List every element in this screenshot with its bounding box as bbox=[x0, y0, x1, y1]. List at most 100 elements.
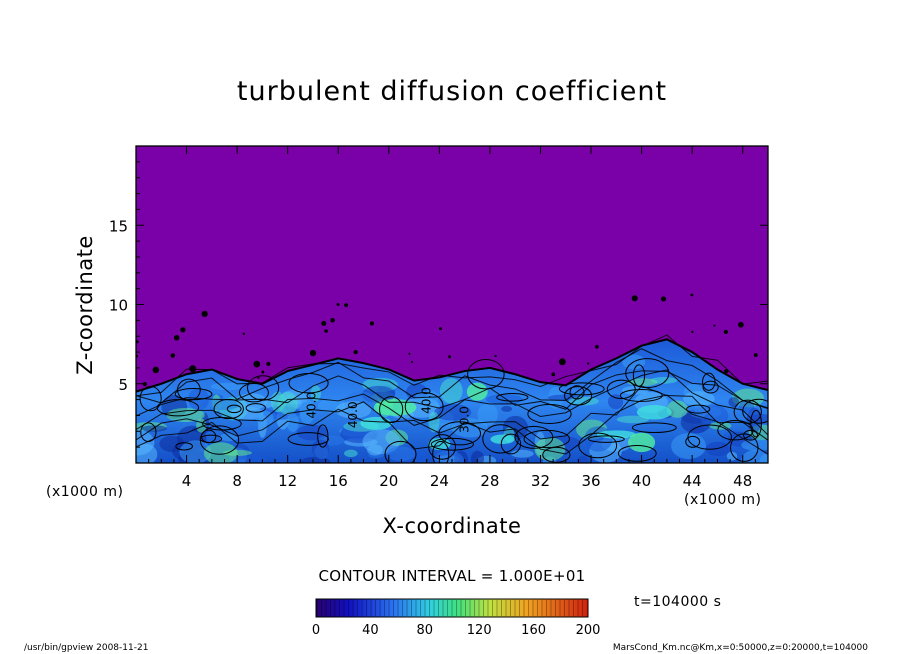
speck bbox=[439, 327, 443, 331]
speck bbox=[152, 366, 160, 374]
turbulence-blob bbox=[386, 446, 416, 462]
layer-top-contour bbox=[136, 338, 768, 393]
contour-ring bbox=[404, 392, 444, 422]
turbulence-blob bbox=[310, 385, 321, 402]
speck bbox=[344, 303, 349, 308]
strong-eddy bbox=[466, 382, 488, 401]
speck bbox=[660, 296, 667, 302]
contour-ring bbox=[287, 432, 329, 446]
speck bbox=[173, 334, 180, 341]
speck bbox=[324, 329, 328, 333]
z-axis-label: Z-coordinate bbox=[73, 235, 97, 375]
x-axis-ticks: 4 8 12 16 20 24 28 32 36 40 44 48 bbox=[148, 146, 756, 490]
speck bbox=[753, 353, 758, 358]
contour-ring bbox=[558, 382, 605, 396]
speck bbox=[595, 344, 599, 349]
speck bbox=[261, 370, 265, 374]
colorbar-stripes bbox=[316, 600, 583, 616]
turbulence-blob bbox=[136, 429, 155, 456]
contour-ring bbox=[140, 422, 157, 442]
speck bbox=[170, 353, 176, 358]
speck bbox=[410, 360, 414, 364]
speck bbox=[408, 352, 411, 355]
contour-value-label: 40.0 bbox=[304, 392, 318, 419]
x-tick-label: 36 bbox=[581, 472, 600, 490]
contour-ring bbox=[482, 424, 519, 454]
time-label: t=104000 s bbox=[634, 594, 722, 610]
speck bbox=[494, 354, 497, 358]
speck bbox=[330, 317, 335, 323]
turbulence-blob bbox=[203, 442, 238, 463]
x-tick-label: 12 bbox=[278, 472, 297, 490]
turbulence-blob bbox=[666, 400, 689, 418]
x-tick-label: 28 bbox=[480, 472, 499, 490]
speck bbox=[558, 358, 566, 366]
turbulence-blob bbox=[616, 415, 650, 424]
contour-ring bbox=[619, 388, 663, 402]
contour-ring bbox=[496, 393, 529, 402]
speck bbox=[321, 320, 327, 326]
contour-ring bbox=[702, 380, 719, 394]
z-tick-label: 5 bbox=[118, 376, 128, 394]
x-tick-label: 8 bbox=[232, 472, 242, 490]
footer-left: /usr/bin/gpview 2008-11-21 bbox=[24, 643, 149, 653]
chart-title: turbulent diffusion coefficient bbox=[236, 76, 668, 107]
contour-interval-label: CONTOUR INTERVAL = 1.000E+01 bbox=[318, 567, 586, 585]
x-tick-label: 48 bbox=[733, 472, 752, 490]
speck bbox=[723, 329, 728, 335]
turbulence-blob bbox=[501, 405, 513, 412]
x-axis-label: X-coordinate bbox=[382, 514, 522, 538]
turbulence-blob bbox=[471, 450, 485, 463]
z-axis-ticks: 5 10 15 bbox=[109, 161, 768, 448]
contour-ring bbox=[527, 403, 572, 425]
contour-ring bbox=[632, 364, 646, 387]
speck bbox=[336, 302, 340, 306]
speck bbox=[353, 350, 358, 355]
footer-right: MarsCond_Km.nc@Km,x=0:50000,z=0:20000,t=… bbox=[612, 643, 868, 653]
turbulence-blob bbox=[277, 391, 299, 415]
speck bbox=[266, 361, 271, 366]
x-axis-unit-right: (x1000 m) bbox=[684, 492, 762, 508]
turbulence-blob bbox=[311, 439, 330, 459]
contour-line bbox=[136, 385, 768, 441]
contour-ring bbox=[438, 421, 482, 446]
contour-ring bbox=[245, 403, 266, 413]
x-tick-label: 4 bbox=[182, 472, 192, 490]
contour-ring bbox=[733, 399, 762, 424]
contour-ring bbox=[213, 398, 244, 420]
contour-ring bbox=[432, 440, 450, 463]
contour-ring bbox=[578, 432, 618, 459]
x-tick-label: 20 bbox=[379, 472, 398, 490]
x-tick-label: 24 bbox=[430, 472, 449, 490]
contour-line bbox=[136, 334, 768, 397]
speck bbox=[142, 382, 147, 387]
turbulence-blob bbox=[726, 451, 738, 461]
turbulence-field: 40.0 40.0 40.0 30.0 bbox=[136, 293, 768, 463]
speck bbox=[253, 360, 261, 368]
speck bbox=[257, 376, 260, 379]
x-tick-label: 44 bbox=[683, 472, 702, 490]
speck bbox=[136, 340, 139, 344]
turbulence-blob bbox=[591, 408, 620, 423]
x-tick-label: 32 bbox=[531, 472, 550, 490]
contour-ring bbox=[247, 375, 280, 401]
colorbar-tick-label: 0 bbox=[311, 623, 321, 638]
contour-ring bbox=[542, 446, 571, 463]
contour-ring bbox=[500, 433, 522, 455]
turbulence-blob bbox=[486, 394, 523, 405]
turbulence-blob bbox=[477, 403, 498, 426]
speck bbox=[309, 349, 317, 357]
contour-ring bbox=[588, 435, 625, 443]
turbulence-blob bbox=[344, 449, 358, 458]
turbulence-blob bbox=[222, 449, 252, 456]
colorbar-tick-label: 80 bbox=[416, 623, 434, 638]
contour-ring bbox=[199, 425, 240, 455]
speck bbox=[242, 332, 245, 335]
contour-ring bbox=[317, 424, 329, 448]
turbulence-blob bbox=[179, 440, 212, 463]
z-tick-label: 10 bbox=[109, 297, 128, 315]
contour-value-label: 30.0 bbox=[457, 406, 471, 433]
turbulence-blob bbox=[219, 433, 239, 442]
contour-ring bbox=[202, 416, 242, 431]
